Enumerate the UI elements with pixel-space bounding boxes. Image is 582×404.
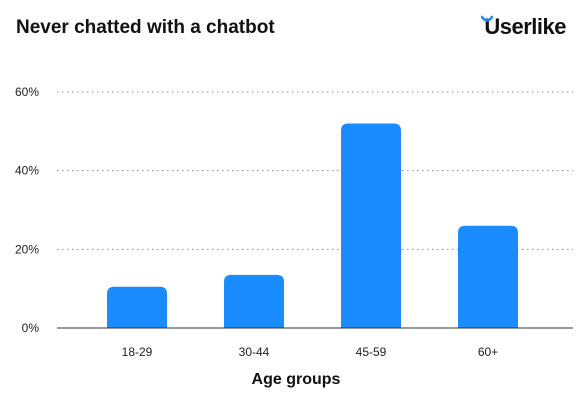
y-tick-label: 60% bbox=[15, 85, 39, 99]
x-axis-title: Age groups bbox=[252, 371, 341, 388]
x-tick-label: 30-44 bbox=[239, 345, 270, 359]
x-tick-label: 60+ bbox=[478, 345, 498, 359]
y-tick-label: 0% bbox=[22, 321, 40, 335]
bar-18-29 bbox=[107, 286, 167, 328]
x-tick-labels: 18-29 30-44 45-59 60+ bbox=[122, 345, 499, 359]
y-tick-labels: 0% 20% 40% 60% bbox=[15, 85, 39, 335]
bars bbox=[107, 123, 518, 328]
brand-name: Userlike bbox=[484, 14, 566, 39]
x-tick-label: 45-59 bbox=[356, 345, 387, 359]
gridlines bbox=[57, 91, 573, 250]
logo-accent-icon bbox=[481, 15, 494, 22]
bar-45-59 bbox=[341, 123, 401, 328]
bar-30-44 bbox=[224, 274, 284, 328]
y-tick-label: 40% bbox=[15, 164, 39, 178]
bar-60+ bbox=[458, 225, 518, 328]
x-tick-label: 18-29 bbox=[122, 345, 153, 359]
y-tick-label: 20% bbox=[15, 242, 39, 256]
userlike-logo: Userlike bbox=[481, 14, 566, 40]
chart-title: Never chatted with a chatbot bbox=[16, 17, 275, 38]
